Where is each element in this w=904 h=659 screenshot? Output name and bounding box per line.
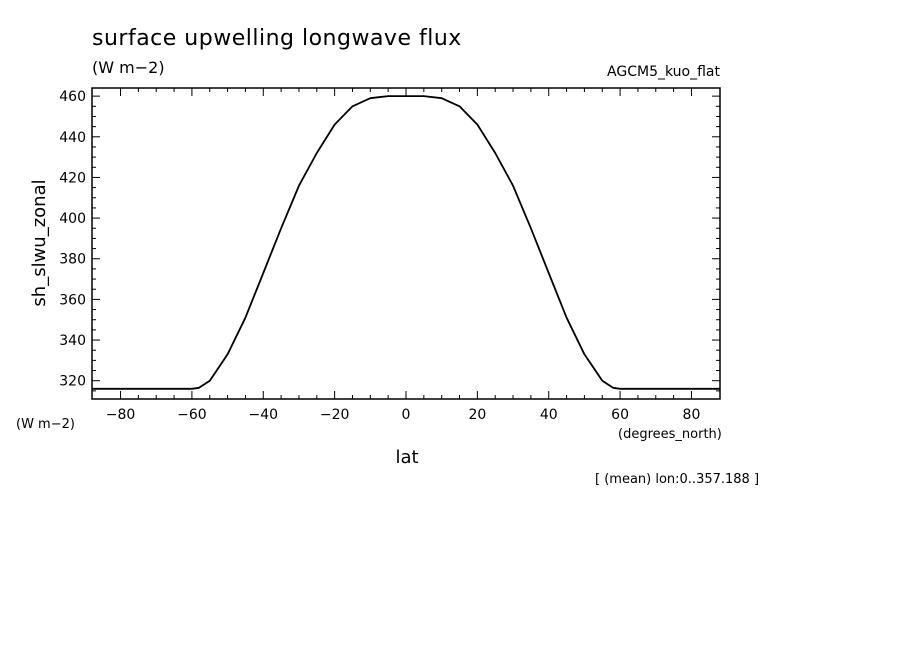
- y-tick-label: 380: [59, 252, 86, 268]
- y-tick-label: 440: [59, 130, 86, 146]
- y-tick-label: 460: [59, 89, 86, 105]
- x-tick-label: −20: [320, 407, 350, 423]
- x-axis-label: lat: [395, 447, 418, 468]
- y-axis-ticks: 320 340 360 380 400 420 440 460: [59, 89, 720, 392]
- y-tick-label: 420: [59, 170, 86, 186]
- x-tick-label: −60: [177, 407, 207, 423]
- y-axis-label: sh_slwu_zonal: [29, 179, 50, 306]
- chart-units-label: (W m−2): [92, 58, 165, 77]
- footnote-label: [ (mean) lon:0..357.188 ]: [595, 472, 759, 487]
- plot-frame: [91, 87, 721, 400]
- x-tick-label: 40: [540, 407, 558, 423]
- chart-title: surface upwelling longwave flux: [92, 26, 462, 51]
- x-tick-label: −40: [248, 407, 278, 423]
- x-tick-label: 20: [468, 407, 486, 423]
- y-tick-label: 400: [59, 211, 86, 227]
- y-axis-units: (W m−2): [16, 417, 75, 432]
- y-tick-label: 360: [59, 292, 86, 308]
- x-tick-label: 0: [402, 407, 411, 423]
- x-tick-label: 80: [683, 407, 701, 423]
- x-axis-units: (degrees_north): [618, 427, 722, 442]
- y-tick-label: 340: [59, 333, 86, 349]
- x-tick-label: −80: [106, 407, 136, 423]
- x-axis-ticks: −80 −60 −40 −20 0 20 40 60 80: [106, 88, 701, 423]
- y-tick-label: 320: [59, 374, 86, 390]
- x-tick-label: 60: [611, 407, 629, 423]
- series-layer: [92, 95, 720, 390]
- model-label: AGCM5_kuo_flat: [607, 64, 720, 80]
- series-line: [92, 95, 720, 390]
